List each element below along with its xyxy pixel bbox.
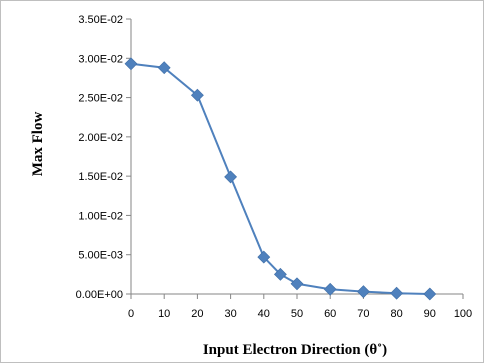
y-tick-labels: 0.00E+00 5.00E-03 1.00E-02 1.50E-02 2.00E-02… [76,14,123,301]
x-tick-label: 20 [191,308,203,320]
x-tick-labels: 0 10 20 30 40 50 60 70 80 90 100 [128,308,472,320]
data-point [257,250,271,264]
x-tick-label: 90 [424,308,436,320]
x-tick-label: 30 [224,308,236,320]
x-tick-label: 40 [258,308,270,320]
data-point [323,282,337,296]
data-point [224,170,238,184]
y-axis-title: Max Flow [30,112,46,177]
data-point [157,61,171,75]
data-point [124,57,138,71]
y-tick-label: 3.00E-02 [78,53,123,65]
series-group [124,57,437,301]
data-point [273,267,287,281]
x-tick-label: 70 [357,308,369,320]
y-tick-label: 2.00E-02 [78,132,123,144]
data-point [423,287,437,301]
y-tick-label: 1.00E-02 [78,210,123,222]
y-tick-label: 5.00E-03 [78,250,123,262]
data-point [390,286,404,300]
y-tick-label: 1.50E-02 [78,171,123,183]
x-axis-title: Input Electron Direction (θ˚) [203,342,387,358]
y-tick-label: 3.50E-02 [78,14,123,26]
data-point [290,277,304,291]
data-point [190,88,204,102]
x-tick-label: 10 [158,308,170,320]
y-tick-label: 2.50E-02 [78,93,123,105]
x-tick-label: 60 [324,308,336,320]
y-tick-label: 0.00E+00 [76,289,123,301]
x-tick-label: 0 [128,308,134,320]
x-tick-label: 100 [454,308,472,320]
data-point [356,285,370,299]
x-tick-label: 50 [291,308,303,320]
x-tick-label: 80 [390,308,402,320]
